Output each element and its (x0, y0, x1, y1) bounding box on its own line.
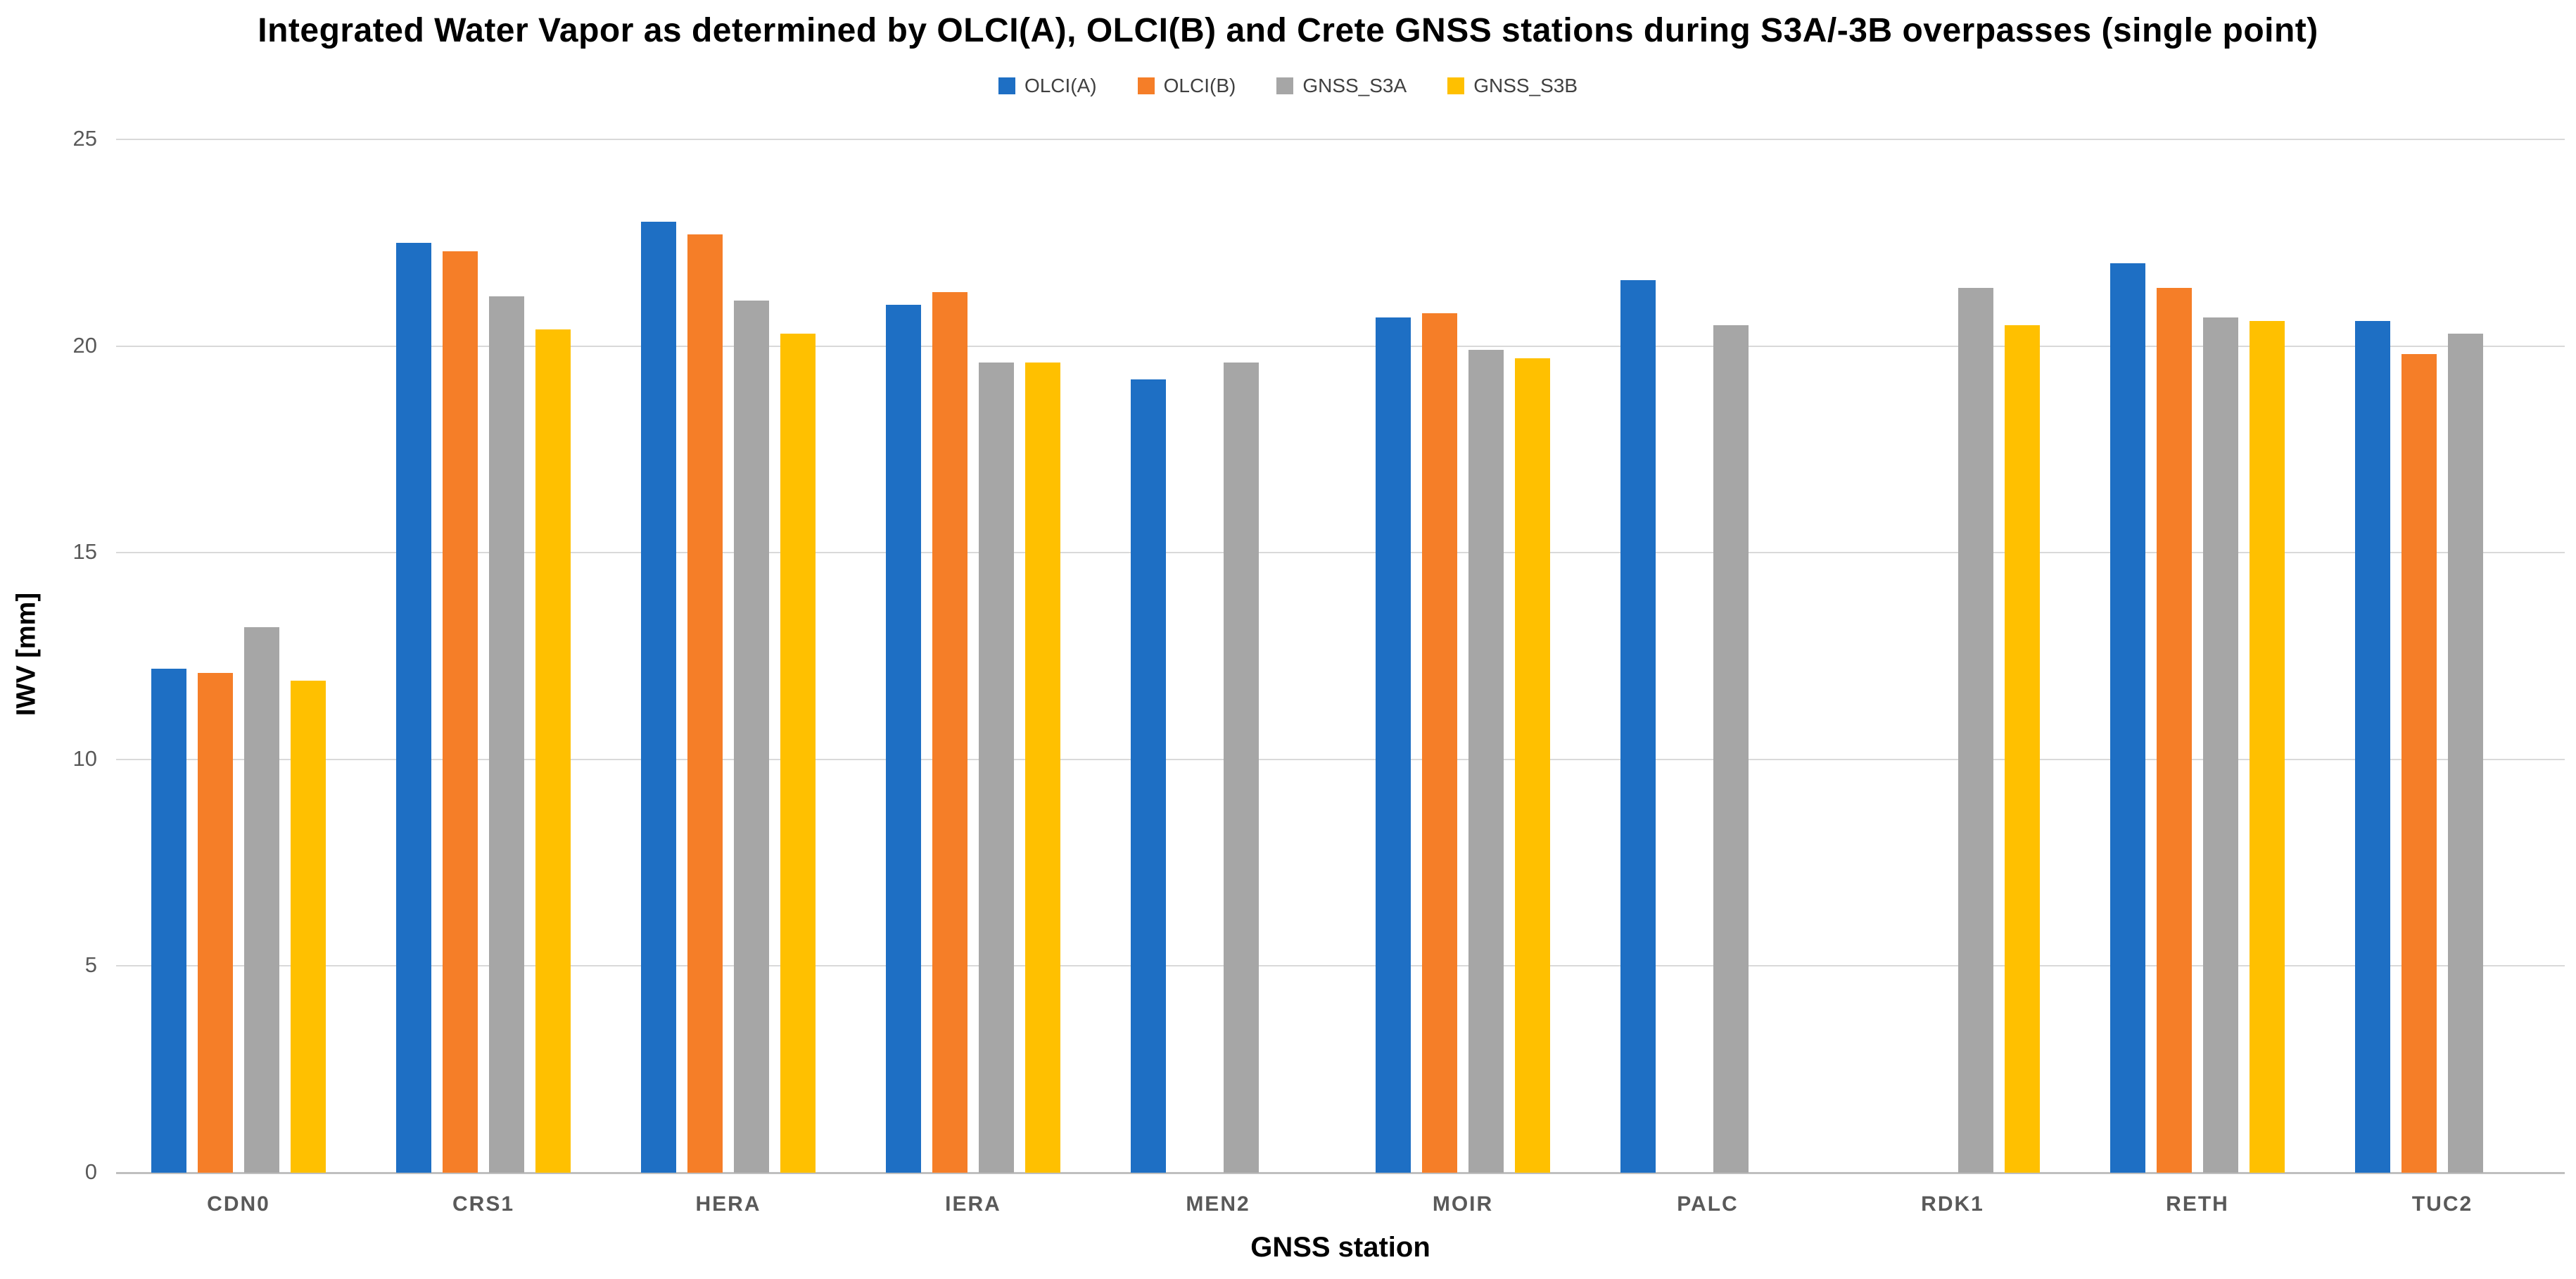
chart-title: Integrated Water Vapor as determined by … (258, 12, 2318, 49)
x-tick-MOIR: MOIR (1432, 1192, 1494, 1216)
y-axis-title: IWV [mm] (11, 592, 42, 717)
legend-swatch-icon (1137, 77, 1155, 94)
y-tick-5: 5 (84, 952, 97, 978)
legend-item-GNSS_S3B: GNSS_S3B (1447, 75, 1578, 97)
x-tick-HERA: HERA (695, 1192, 761, 1216)
x-tick-RDK1: RDK1 (1921, 1192, 1984, 1216)
y-tick-0: 0 (84, 1159, 97, 1184)
legend-item-OLCI(A): OLCI(A) (998, 75, 1097, 97)
bar-GNSS_S3B-RDK1 (2005, 325, 2040, 1173)
bar-OLCI(A)-MOIR (1376, 317, 1411, 1173)
bar-GNSS_S3A-CDN0 (244, 626, 279, 1173)
x-tick-CDN0: CDN0 (207, 1192, 270, 1216)
x-tick-CRS1: CRS1 (452, 1192, 515, 1216)
legend-label: OLCI(A) (1024, 75, 1097, 96)
gridline-15 (116, 552, 2565, 554)
bar-OLCI(A)-CRS1 (396, 242, 431, 1173)
bar-OLCI(A)-HERA (641, 222, 676, 1173)
bar-GNSS_S3A-HERA (734, 301, 769, 1173)
x-tick-IERA: IERA (945, 1192, 1001, 1216)
y-tick-15: 15 (72, 539, 97, 565)
x-axis-line (116, 1172, 2565, 1174)
legend-label: GNSS_S3A (1302, 75, 1407, 96)
legend-label: GNSS_S3B (1473, 75, 1578, 96)
bar-GNSS_S3B-CRS1 (535, 329, 571, 1173)
legend-item-OLCI(B): OLCI(B) (1137, 75, 1236, 97)
bar-GNSS_S3A-RDK1 (1958, 288, 1993, 1173)
bar-OLCI(B)-CRS1 (443, 251, 478, 1173)
gridline-20 (116, 345, 2565, 347)
legend-swatch-icon (1276, 77, 1294, 94)
gridline-10 (116, 758, 2565, 760)
gridline-25 (116, 139, 2565, 140)
y-tick-25: 25 (72, 126, 97, 151)
bar-GNSS_S3A-MOIR (1468, 350, 1504, 1173)
bar-GNSS_S3A-CRS1 (489, 296, 524, 1173)
legend-swatch-icon (998, 77, 1015, 94)
bar-GNSS_S3A-IERA (979, 363, 1014, 1173)
bar-GNSS_S3B-HERA (780, 333, 816, 1173)
x-tick-RETH: RETH (2166, 1192, 2229, 1216)
legend-item-GNSS_S3A: GNSS_S3A (1276, 75, 1407, 97)
bar-GNSS_S3B-CDN0 (291, 681, 326, 1173)
x-tick-PALC: PALC (1677, 1192, 1739, 1216)
gridline-5 (116, 965, 2565, 967)
bar-GNSS_S3A-TUC2 (2448, 333, 2483, 1173)
legend-label: OLCI(B) (1163, 75, 1236, 96)
bar-GNSS_S3A-PALC (1713, 325, 1749, 1173)
y-tick-20: 20 (72, 332, 97, 358)
bar-GNSS_S3B-IERA (1025, 363, 1060, 1173)
bar-OLCI(B)-TUC2 (2401, 354, 2437, 1173)
bar-OLCI(B)-RETH (2157, 288, 2192, 1173)
legend-swatch-icon (1447, 77, 1465, 94)
legend: OLCI(A) OLCI(B) GNSS_S3A GNSS_S3B (0, 75, 2576, 97)
bar-OLCI(B)-CDN0 (198, 672, 233, 1173)
bar-OLCI(A)-PALC (1620, 279, 1656, 1173)
bar-OLCI(A)-MEN2 (1131, 379, 1166, 1173)
bar-OLCI(A)-TUC2 (2355, 321, 2390, 1173)
bar-OLCI(B)-MOIR (1422, 313, 1457, 1173)
bar-GNSS_S3A-MEN2 (1224, 363, 1259, 1173)
bar-OLCI(B)-IERA (932, 292, 967, 1173)
bar-OLCI(A)-IERA (886, 304, 921, 1173)
x-tick-TUC2: TUC2 (2411, 1192, 2473, 1216)
bar-OLCI(A)-RETH (2110, 263, 2145, 1173)
bar-GNSS_S3A-RETH (2203, 317, 2238, 1173)
bar-GNSS_S3B-MOIR (1515, 358, 1550, 1173)
x-axis-title: GNSS station (1250, 1232, 1430, 1263)
x-tick-MEN2: MEN2 (1186, 1192, 1250, 1216)
bar-OLCI(B)-HERA (687, 234, 723, 1173)
y-tick-10: 10 (72, 745, 97, 771)
bar-OLCI(A)-CDN0 (151, 668, 186, 1173)
bar-GNSS_S3B-RETH (2250, 321, 2285, 1173)
plot-area (116, 139, 2565, 1174)
